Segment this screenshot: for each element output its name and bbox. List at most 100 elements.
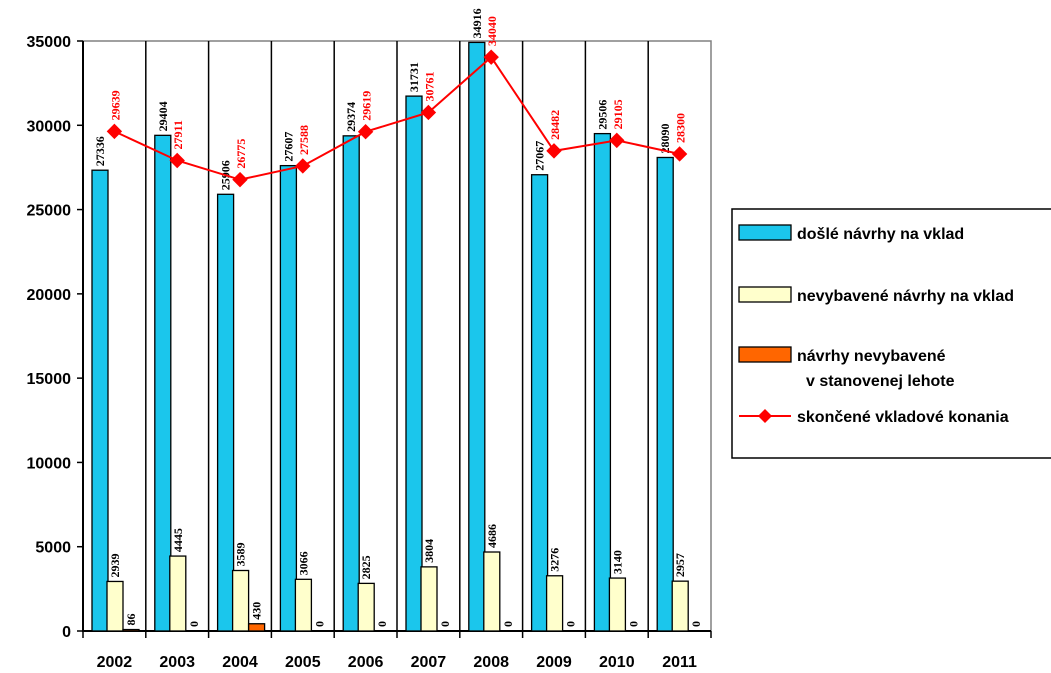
data-label: 430	[250, 602, 264, 620]
bar	[91, 169, 109, 632]
data-label: 27067	[533, 141, 547, 171]
line-marker	[546, 143, 562, 159]
data-label: 29404	[156, 101, 170, 131]
data-label: 2957	[673, 553, 687, 577]
legend-label: nevybavené návrhy na vklad	[797, 288, 1014, 305]
y-tick-label: 30000	[27, 118, 72, 135]
bar	[545, 575, 564, 632]
data-label: 29639	[108, 90, 122, 120]
line-marker	[106, 123, 123, 140]
bar	[420, 566, 438, 632]
data-label: 3066	[296, 551, 310, 575]
y-tick-label: 20000	[27, 287, 72, 304]
line-marker	[420, 104, 437, 121]
bar	[279, 164, 298, 632]
line-marker	[609, 132, 625, 149]
bar	[247, 623, 266, 632]
x-tick-label: 2003	[159, 654, 195, 671]
bar	[483, 551, 501, 632]
x-tick-label: 2006	[348, 654, 384, 671]
legend-label: v stanovenej lehote	[806, 373, 955, 390]
legend-label: došlé návrhy na vklad	[797, 226, 964, 243]
data-label: 0	[689, 621, 703, 627]
bar	[342, 135, 360, 632]
bar	[169, 555, 187, 632]
bar	[468, 41, 486, 632]
data-label: 28090	[658, 123, 672, 153]
legend-swatch	[738, 346, 792, 363]
line-marker	[357, 124, 374, 140]
line-marker	[232, 171, 248, 188]
data-label: 0	[187, 621, 201, 627]
bar	[671, 580, 689, 632]
bar	[656, 156, 674, 632]
data-label: 29506	[595, 100, 609, 130]
y-tick-label: 10000	[27, 455, 72, 472]
data-label: 4686	[485, 524, 499, 548]
line-marker	[671, 146, 688, 162]
data-label: 3804	[422, 539, 436, 563]
legend-label: skončené vkladové konania	[797, 409, 1009, 426]
bar	[294, 578, 313, 632]
data-label: 2939	[108, 553, 122, 577]
data-label: 27607	[281, 132, 295, 162]
plot-area: 0 5000 10000 15000 20000 25000 30000 35000 2002 2…	[27, 8, 712, 671]
line-marker	[483, 49, 499, 65]
y-tick-label: 5000	[35, 540, 71, 557]
data-label: 28300	[674, 113, 688, 143]
data-label: 34916	[470, 8, 484, 38]
y-tick-label: 0	[62, 624, 71, 641]
data-label: 28482	[548, 110, 562, 140]
bar	[357, 582, 375, 632]
bar	[530, 174, 549, 632]
data-label: 0	[564, 621, 578, 627]
data-label: 0	[626, 621, 640, 627]
data-label: 27588	[297, 125, 311, 155]
bar	[231, 569, 250, 632]
data-label: 26775	[234, 139, 248, 169]
data-label: 29619	[360, 91, 374, 121]
legend-swatch	[738, 224, 792, 241]
bar	[216, 193, 235, 632]
data-label: 27336	[93, 136, 107, 166]
data-label: 0	[438, 621, 452, 627]
data-label: 86	[124, 614, 138, 626]
x-tick-label: 2009	[536, 654, 572, 671]
line-series	[113, 55, 680, 181]
data-label: 29105	[611, 99, 625, 129]
plot-border	[83, 40, 712, 631]
bar	[154, 134, 172, 632]
data-label: 4445	[171, 528, 185, 552]
data-label: 0	[501, 621, 515, 627]
legend-swatch	[738, 286, 792, 303]
data-label: 3589	[234, 542, 248, 566]
line-marker	[295, 158, 311, 174]
data-label: 34040	[485, 16, 499, 46]
data-label: 30761	[422, 71, 436, 101]
bar	[608, 577, 627, 632]
legend-label: návrhy nevybavené	[797, 348, 946, 365]
y-tick-label: 15000	[27, 371, 72, 388]
x-tick-label: 2002	[97, 654, 133, 671]
data-label: 27911	[171, 120, 185, 149]
bar	[405, 95, 423, 632]
data-label: 3276	[548, 548, 562, 572]
y-tick-label: 35000	[27, 34, 72, 51]
data-label: 0	[375, 621, 389, 627]
legend-marker	[758, 409, 772, 423]
x-tick-label: 2005	[285, 654, 321, 671]
bar	[122, 628, 140, 632]
x-tick-label: 2010	[599, 654, 635, 671]
bar	[593, 132, 612, 632]
data-label: 2825	[359, 555, 373, 579]
line-marker	[169, 152, 185, 169]
x-tick-label: 2011	[662, 654, 697, 671]
data-label: 0	[312, 621, 326, 627]
x-tick-label: 2004	[222, 654, 258, 671]
x-tick-label: 2007	[411, 654, 447, 671]
bar	[106, 580, 124, 632]
data-label: 31731	[407, 62, 421, 92]
data-label: 29374	[344, 102, 358, 132]
x-tick-label: 2008	[473, 654, 509, 671]
